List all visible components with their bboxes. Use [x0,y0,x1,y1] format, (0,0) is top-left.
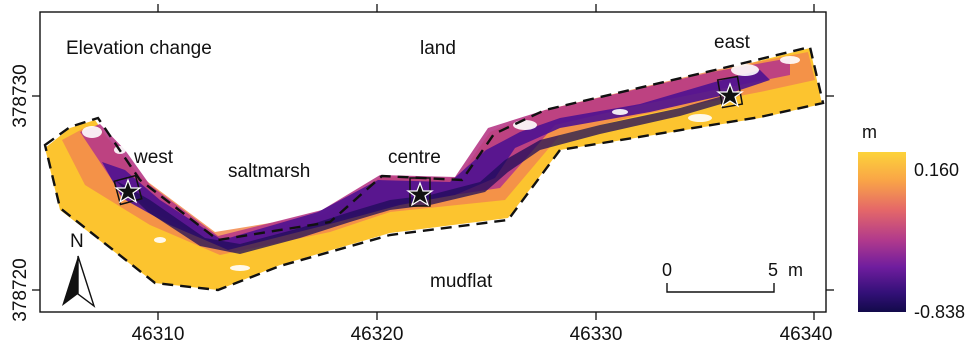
survey-strip-magenta [80,58,790,248]
legend-max-label: 0.160 [914,160,959,180]
survey-strip-lowest [115,94,730,254]
x-tick-label-1: 46310 [132,324,185,345]
label-site-centre: centre [388,147,441,168]
survey-boundary [43,45,825,292]
scale-unit-label: m [788,260,803,280]
x-tick-marks [157,4,815,320]
y-tick-marks [32,95,834,291]
scale-bar: 0 5 m [662,260,803,293]
site-marker-west [113,174,143,206]
north-label: N [70,231,84,252]
legend-unit: m [862,122,877,142]
scale-start-label: 0 [662,260,672,280]
y-tick-label-2: 378720 [10,258,31,321]
legend-min-label: -0.838 [914,302,965,322]
site-marker-centre [406,177,434,207]
map-title: Elevation change [66,38,212,59]
color-legend: m 0.160 -0.838 [858,122,965,322]
label-site-east: east [714,32,751,53]
label-saltmarsh: saltmarsh [228,161,310,182]
x-tick-label-3: 46330 [570,324,623,345]
y-tick-label-1: 378730 [10,64,31,127]
site-marker-east [716,75,744,109]
survey-strip-low [102,70,770,250]
north-arrow-icon: N [62,231,96,308]
label-mudflat: mudflat [430,271,493,292]
scale-end-label: 5 [768,260,778,280]
label-site-west: west [133,147,174,168]
legend-color-ramp [858,152,906,312]
x-tick-label-2: 46320 [351,324,404,345]
label-land: land [420,38,456,59]
x-tick-label-4: 46340 [780,324,833,345]
